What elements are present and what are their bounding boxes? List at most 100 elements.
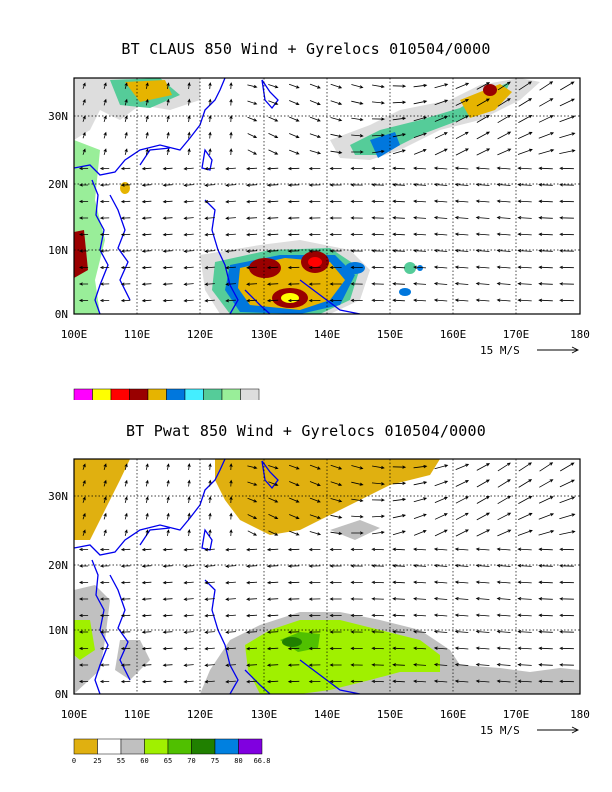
wind-vector <box>454 282 469 286</box>
wind-vector <box>266 282 279 286</box>
colorbar-label: 60 <box>140 757 148 765</box>
wind-vector <box>454 265 469 269</box>
wind-vector <box>559 613 574 618</box>
wind-vector <box>433 199 448 203</box>
wind-vector <box>392 149 406 155</box>
wind-vector <box>538 166 553 170</box>
y-tick-label: 20N <box>48 178 68 191</box>
wind-vector <box>120 265 131 270</box>
wind-vector <box>162 646 173 651</box>
wind-vector <box>78 547 89 552</box>
wind-vector <box>413 149 427 155</box>
wind-vector <box>308 597 321 601</box>
wind-vector <box>392 663 405 667</box>
wind-vector <box>225 597 236 601</box>
wind-vector <box>103 131 107 139</box>
wind-vector <box>145 148 149 155</box>
wind-vector <box>145 115 149 122</box>
wind-vector <box>392 166 405 170</box>
wind-vector <box>454 630 469 634</box>
wind-vector <box>454 166 469 170</box>
wind-vector <box>124 115 128 123</box>
wind-vector <box>433 265 448 269</box>
wind-vector <box>371 232 384 237</box>
wind-vector <box>308 166 321 171</box>
x-tick-label: 120E <box>187 328 214 341</box>
wind-vector <box>99 679 110 684</box>
wind-vector <box>433 646 448 650</box>
panel1-grid <box>74 78 580 314</box>
wind-vector <box>350 646 363 651</box>
wind-vector <box>371 282 384 286</box>
wind-vector <box>351 117 364 122</box>
wind-vector <box>289 116 300 122</box>
wind-vector <box>496 282 511 286</box>
wind-vector <box>141 298 152 303</box>
wind-vector <box>330 531 343 536</box>
wind-vector <box>392 613 405 617</box>
wind-vector <box>308 663 321 667</box>
colorbar-swatch <box>73 388 93 400</box>
wind-vector <box>350 580 363 585</box>
wind-vector <box>413 646 427 650</box>
wind-vector <box>538 132 555 139</box>
wind-vector <box>162 679 173 684</box>
wind-vector <box>372 84 385 89</box>
wind-vector <box>103 479 107 487</box>
wind-vector <box>229 148 233 156</box>
wind-vector <box>539 81 554 91</box>
wind-vector <box>496 232 511 236</box>
wind-vector <box>454 597 469 601</box>
wind-vector <box>392 465 407 469</box>
wind-vector <box>496 547 511 551</box>
wind-vector <box>289 100 300 105</box>
wind-vector <box>350 298 363 303</box>
wind-vector <box>329 216 342 220</box>
wind-vector <box>538 199 553 203</box>
wind-vector <box>517 199 532 203</box>
wind-vector <box>82 98 86 106</box>
wind-vector <box>246 299 258 303</box>
wind-vector <box>496 679 511 683</box>
wind-vector <box>433 216 448 220</box>
wind-vector <box>78 630 89 634</box>
wind-vector <box>413 232 427 236</box>
wind-vector <box>496 216 511 220</box>
panel1-ref-vector-label: 15 M/S <box>480 344 520 357</box>
wind-vector <box>309 531 322 536</box>
wind-vector <box>476 131 491 140</box>
wind-vector <box>99 199 110 204</box>
wind-vector <box>120 249 131 253</box>
wind-vector <box>518 512 533 520</box>
wind-vector <box>372 465 385 470</box>
wind-vector <box>268 133 279 138</box>
wind-vector <box>268 84 279 89</box>
wind-vector <box>287 547 300 552</box>
wind-vector <box>392 282 405 286</box>
wind-vector <box>413 216 427 220</box>
wind-vector <box>145 463 149 470</box>
wind-vector <box>518 479 533 488</box>
colorbar-swatch <box>221 388 241 400</box>
panel1-title: BT CLAUS 850 Wind + Gyrelocs 010504/0000 <box>121 40 491 58</box>
wind-vector <box>538 265 553 269</box>
wind-vector <box>309 150 322 155</box>
wind-vector <box>413 265 427 269</box>
colorbar-swatch <box>73 738 98 755</box>
wind-vector <box>496 183 511 187</box>
wind-vector <box>266 646 279 651</box>
wind-vector <box>162 199 173 204</box>
wind-vector <box>392 265 405 269</box>
wind-vector <box>350 166 363 171</box>
wind-vector <box>204 581 215 585</box>
wind-vector <box>330 83 343 89</box>
wind-vector <box>433 630 448 634</box>
wind-vector <box>183 647 194 651</box>
wind-vector <box>288 464 300 470</box>
x-tick-label: 170E <box>503 708 530 721</box>
wind-vector <box>99 166 110 171</box>
wind-vector <box>266 580 279 585</box>
x-tick-label: 180 <box>570 328 590 341</box>
wind-vector <box>392 497 407 502</box>
wind-vector <box>287 249 300 253</box>
